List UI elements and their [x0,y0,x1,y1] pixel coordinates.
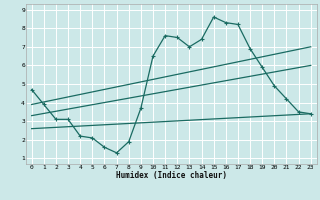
X-axis label: Humidex (Indice chaleur): Humidex (Indice chaleur) [116,171,227,180]
